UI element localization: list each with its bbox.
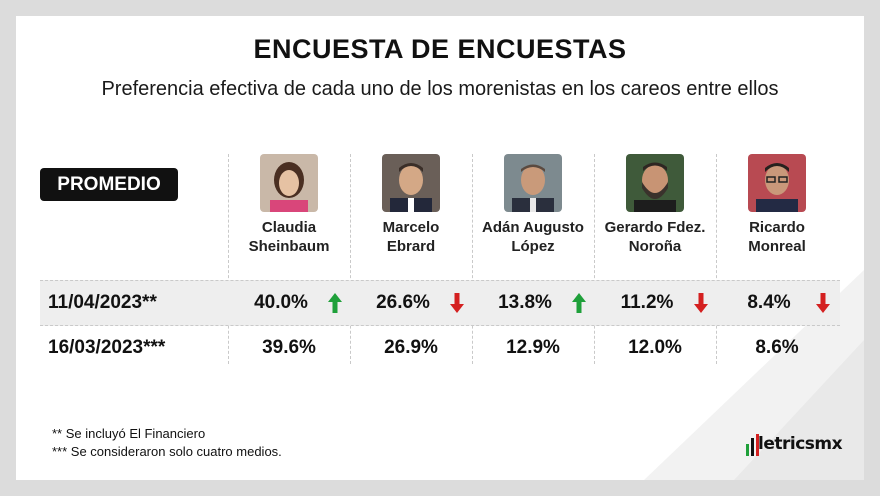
infographic-card: ENCUESTA DE ENCUESTAS Preferencia efecti… (16, 16, 864, 480)
candidate-photo (260, 154, 318, 212)
metricsmx-logo: letricsmx (746, 428, 846, 458)
value-cell: 39.6% (228, 326, 350, 370)
candidate-photo (504, 154, 562, 212)
page-title: ENCUESTA DE ENCUESTAS (253, 34, 627, 64)
percentage-value: 8.4% (747, 292, 791, 313)
trend-down-arrow-icon (816, 293, 830, 313)
value-cell: 26.6% (350, 281, 472, 325)
candidate-header-ebrard: Marcelo Ebrard (350, 154, 472, 256)
percentage-value: 12.0% (628, 337, 682, 358)
value-cell: 12.9% (472, 326, 594, 370)
percentage-value: 39.6% (262, 337, 316, 358)
percentage-value: 26.9% (384, 337, 438, 358)
percentage-value: 26.6% (376, 292, 430, 313)
column-separator (228, 154, 229, 364)
value-cell: 12.0% (594, 326, 716, 370)
candidate-name: Ricardo Monreal (748, 219, 806, 255)
percentage-value: 11.2% (620, 292, 674, 313)
column-separator (594, 154, 595, 364)
candidate-header-norona: Gerardo Fdez. Noroña (594, 154, 716, 256)
trend-up-arrow-icon (572, 293, 586, 313)
value-cell: 26.9% (350, 326, 472, 370)
trend-down-arrow-icon (450, 293, 464, 313)
page-subtitle: Preferencia efectiva de cada uno de los … (101, 78, 779, 100)
candidate-photo (748, 154, 806, 212)
candidate-name: Gerardo Fdez. Noroña (604, 219, 706, 255)
promedio-badge: PROMEDIO (40, 168, 178, 201)
candidate-header-sheinbaum: Claudia Sheinbaum (228, 154, 350, 256)
candidate-photo (382, 154, 440, 212)
percentage-value: 8.6% (755, 337, 799, 358)
value-cell: 13.8% (472, 281, 594, 325)
footnote: ** Se incluyó El Financiero (52, 426, 206, 441)
candidate-name: Adán Augusto López (482, 219, 584, 255)
value-cell: 8.4% (716, 281, 838, 325)
candidate-name: Claudia Sheinbaum (248, 219, 330, 255)
column-separator (716, 154, 717, 364)
value-cell: 8.6% (716, 326, 838, 370)
column-separator (350, 154, 351, 364)
candidate-name: Marcelo Ebrard (382, 219, 440, 255)
row-date-label: 11/04/2023** (48, 292, 157, 313)
table-row: 16/03/2023*** 39.6% 26.9% 12.9% 12.0% 8.6% (40, 326, 840, 370)
column-separator (472, 154, 473, 364)
value-cell: 40.0% (228, 281, 350, 325)
footnote: *** Se consideraron solo cuatro medios. (52, 444, 282, 459)
row-date-label: 16/03/2023*** (48, 337, 166, 358)
candidate-photo (626, 154, 684, 212)
percentage-value: 13.8% (498, 292, 552, 313)
value-cell: 11.2% (594, 281, 716, 325)
candidate-header-monreal: Ricardo Monreal (716, 154, 838, 256)
trend-down-arrow-icon (694, 293, 708, 313)
trend-up-arrow-icon (328, 293, 342, 313)
percentage-value: 12.9% (506, 337, 560, 358)
table-row: 11/04/2023** 40.0% 26.6% 13.8% 11.2% 8.4% (40, 280, 840, 326)
percentage-value: 40.0% (254, 292, 308, 313)
candidate-header-lopez: Adán Augusto López (472, 154, 594, 256)
metrics-bars-logo-icon (746, 434, 759, 456)
logo-text: letricsmx (758, 434, 843, 454)
